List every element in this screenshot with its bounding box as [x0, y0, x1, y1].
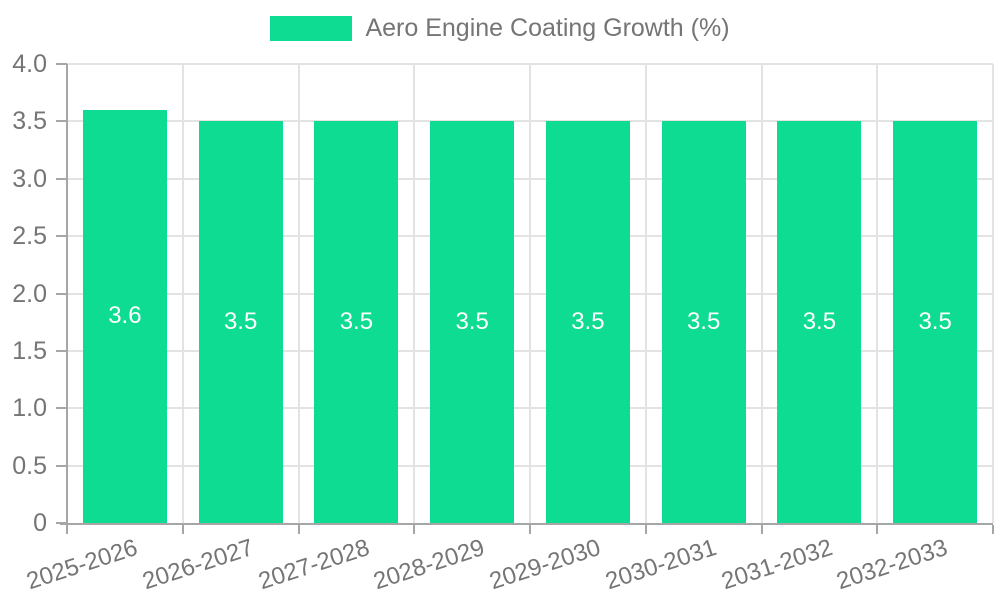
y-tick-label: 4.0: [12, 50, 47, 78]
gridline-v: [992, 64, 994, 523]
x-tick-label: 2027-2028: [254, 534, 373, 596]
bar: 3.5: [314, 121, 399, 523]
y-tick-label: 3.5: [12, 107, 47, 136]
x-tick-mark: [66, 525, 68, 534]
gridline-v: [413, 64, 416, 523]
y-tick-label: 0: [33, 509, 47, 537]
bar-value-label: 3.5: [571, 308, 605, 336]
x-tick-mark: [297, 525, 300, 534]
gridline-v: [181, 64, 184, 523]
bar-value-label: 3.5: [455, 308, 489, 336]
bar: 3.5: [198, 121, 283, 523]
gridline-v: [876, 64, 879, 523]
y-tick-label: 2.0: [12, 279, 47, 308]
legend-swatch: [270, 16, 353, 41]
x-tick-label: 2030-2031: [602, 534, 720, 596]
y-tick-mark: [56, 235, 67, 238]
x-tick-label: 2028-2029: [370, 534, 489, 596]
y-tick-label: 2.5: [12, 222, 47, 251]
bar-value-label: 3.5: [223, 308, 258, 336]
x-tick-mark: [181, 525, 184, 534]
y-tick-mark: [56, 120, 67, 123]
y-tick-mark: [56, 349, 67, 352]
y-tick-label: 1.0: [12, 394, 47, 423]
bar: 3.5: [777, 121, 862, 523]
y-tick-label: 0.5: [12, 451, 47, 480]
y-tick-mark: [56, 464, 67, 467]
y-tick-mark: [56, 177, 67, 180]
bar: 3.6: [82, 109, 167, 523]
y-tick-mark: [56, 407, 67, 410]
bar: 3.5: [545, 121, 630, 523]
x-tick-label: 2031-2032: [717, 534, 836, 596]
x-tick-mark: [529, 525, 531, 534]
bar-value-label: 3.5: [339, 308, 374, 336]
x-tick-mark: [876, 525, 879, 534]
x-tick-label: 2026-2027: [139, 534, 257, 596]
bar: 3.5: [893, 121, 978, 523]
gridline-v: [297, 64, 300, 523]
bar-value-label: 3.5: [802, 308, 837, 336]
bar: 3.5: [661, 121, 746, 523]
bar-value-label: 3.5: [686, 308, 721, 336]
y-tick-label: 1.5: [12, 336, 47, 365]
bar-value-label: 3.5: [918, 308, 952, 336]
x-tick-mark: [760, 525, 763, 534]
gridline-v: [529, 64, 531, 523]
x-tick-label: 2032-2033: [833, 534, 952, 596]
x-tick-mark: [413, 525, 416, 534]
x-tick-mark: [644, 525, 647, 534]
gridline-v: [644, 64, 647, 523]
y-tick-mark: [56, 292, 67, 295]
x-axis-line: [60, 523, 993, 525]
y-tick-label: 3.0: [12, 164, 47, 193]
legend-label: Aero Engine Coating Growth (%): [365, 14, 730, 42]
y-tick-mark: [56, 63, 67, 65]
y-axis-line: [66, 64, 68, 525]
x-tick-label: 2029-2030: [486, 534, 604, 596]
legend[interactable]: Aero Engine Coating Growth (%): [0, 14, 1000, 43]
bar-value-label: 3.6: [108, 302, 142, 330]
bar: 3.5: [430, 121, 515, 523]
x-tick-mark: [992, 525, 994, 534]
plot-area: 3.6 3.5 3.5 3.5 3.5 3.5 3.5 3.5: [67, 63, 994, 523]
x-tick-label: 2025-2026: [23, 534, 141, 596]
gridline-v: [760, 64, 763, 523]
